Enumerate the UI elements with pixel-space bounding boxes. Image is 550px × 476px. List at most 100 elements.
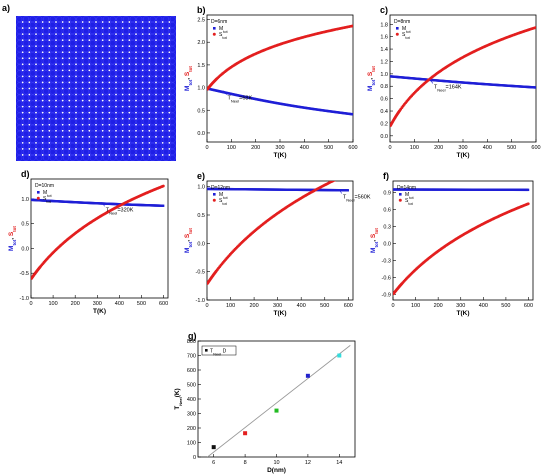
lattice-interstice	[95, 69, 97, 72]
lattice-interstice	[128, 141, 131, 144]
y-tick-label: 0.3	[383, 224, 391, 230]
lattice-interstice	[55, 105, 57, 108]
lattice-site	[169, 16, 176, 22]
y-axis-title-rest: (K)	[174, 388, 181, 397]
series-s-tot	[207, 24, 353, 91]
y-tick-label: 1.0	[21, 197, 29, 203]
lattice-interstice	[148, 75, 151, 78]
lattice-site	[76, 22, 83, 29]
lattice-interstice	[121, 129, 124, 132]
panel-letter: g)	[188, 331, 197, 341]
lattice-site	[89, 82, 96, 89]
lattice-interstice	[141, 93, 144, 96]
lattice-site	[69, 40, 76, 47]
lattice-site	[16, 118, 23, 125]
lattice-site	[169, 130, 176, 137]
lattice-interstice	[101, 33, 104, 36]
lattice-site	[116, 136, 123, 143]
lattice-site	[109, 155, 116, 161]
lattice-site	[69, 142, 76, 149]
x-tick-label: 0	[391, 303, 394, 309]
x-tick-label: 400	[483, 145, 492, 151]
lattice-interstice	[81, 123, 84, 126]
lattice-site	[16, 106, 23, 113]
lattice-interstice	[101, 141, 104, 144]
lattice-site	[116, 100, 123, 107]
lattice-site	[123, 58, 129, 65]
lattice-interstice	[128, 63, 131, 66]
lattice-interstice	[21, 123, 24, 126]
lattice-interstice	[41, 87, 44, 90]
lattice-site	[69, 124, 76, 131]
lattice-site	[169, 70, 176, 77]
x-tick-label: 12	[305, 460, 311, 466]
lattice-interstice	[141, 99, 144, 102]
lattice-site	[23, 130, 29, 137]
lattice-interstice	[148, 141, 151, 144]
lattice-site	[56, 46, 63, 53]
plot-area	[393, 188, 530, 296]
lattice-interstice	[101, 135, 104, 138]
lattice-site	[69, 16, 76, 22]
lattice-interstice	[21, 117, 24, 120]
lattice-interstice	[148, 21, 151, 23]
lattice-interstice	[41, 81, 44, 84]
legend-label: Mtot	[402, 26, 412, 34]
lattice-site	[156, 40, 163, 47]
y-axis-title-m-sub: tot	[188, 79, 193, 85]
data-point-tneel	[305, 373, 310, 378]
y-axis-title-sep: ,	[184, 76, 191, 80]
lattice-site	[156, 142, 163, 149]
lattice-site	[89, 124, 96, 131]
lattice-site	[116, 142, 123, 149]
lattice-interstice	[148, 81, 151, 84]
lattice-site	[49, 148, 56, 155]
lattice-interstice	[35, 135, 37, 138]
lattice-site	[69, 118, 76, 125]
x-tick-label: 400	[297, 303, 306, 309]
lattice-site	[29, 40, 36, 47]
lattice-interstice	[35, 69, 37, 72]
lattice-site	[143, 130, 149, 137]
lattice-site	[56, 76, 63, 83]
lattice-site	[163, 88, 169, 95]
lattice-site	[156, 34, 163, 41]
lattice-site	[36, 118, 43, 125]
lattice-interstice	[108, 111, 111, 114]
lattice-interstice	[55, 129, 57, 132]
lattice-interstice	[135, 51, 137, 54]
lattice-site	[163, 34, 169, 41]
lattice-site	[129, 16, 136, 22]
lattice-site	[169, 88, 176, 95]
lattice-site	[29, 130, 36, 137]
lattice-interstice	[168, 111, 171, 114]
lattice-site	[149, 34, 156, 41]
lattice-interstice	[95, 51, 97, 54]
lattice-site	[109, 16, 116, 22]
lattice-interstice	[61, 51, 64, 54]
lattice-site	[143, 76, 149, 83]
lattice-site	[36, 130, 43, 137]
lattice-interstice	[155, 154, 157, 156]
lattice-site	[29, 124, 36, 131]
x-tick-label: 100	[227, 145, 236, 151]
lattice-site	[49, 46, 56, 53]
lattice-interstice	[41, 51, 44, 54]
lattice-interstice	[135, 93, 137, 96]
lattice-site	[109, 88, 116, 95]
lattice-site	[76, 94, 83, 101]
lattice-interstice	[48, 33, 51, 36]
lattice-interstice	[88, 57, 91, 60]
legend-label: Mtot	[405, 192, 415, 200]
lattice-site	[89, 112, 96, 119]
lattice-interstice	[155, 39, 157, 42]
lattice-interstice	[68, 135, 71, 138]
lattice-site	[63, 82, 69, 89]
lattice-site	[56, 88, 63, 95]
lattice-site	[43, 40, 49, 47]
lattice-interstice	[48, 117, 51, 120]
plot-frame	[392, 180, 534, 301]
lattice-site	[143, 155, 149, 161]
lattice-interstice	[108, 75, 111, 78]
lattice-interstice	[155, 75, 157, 78]
